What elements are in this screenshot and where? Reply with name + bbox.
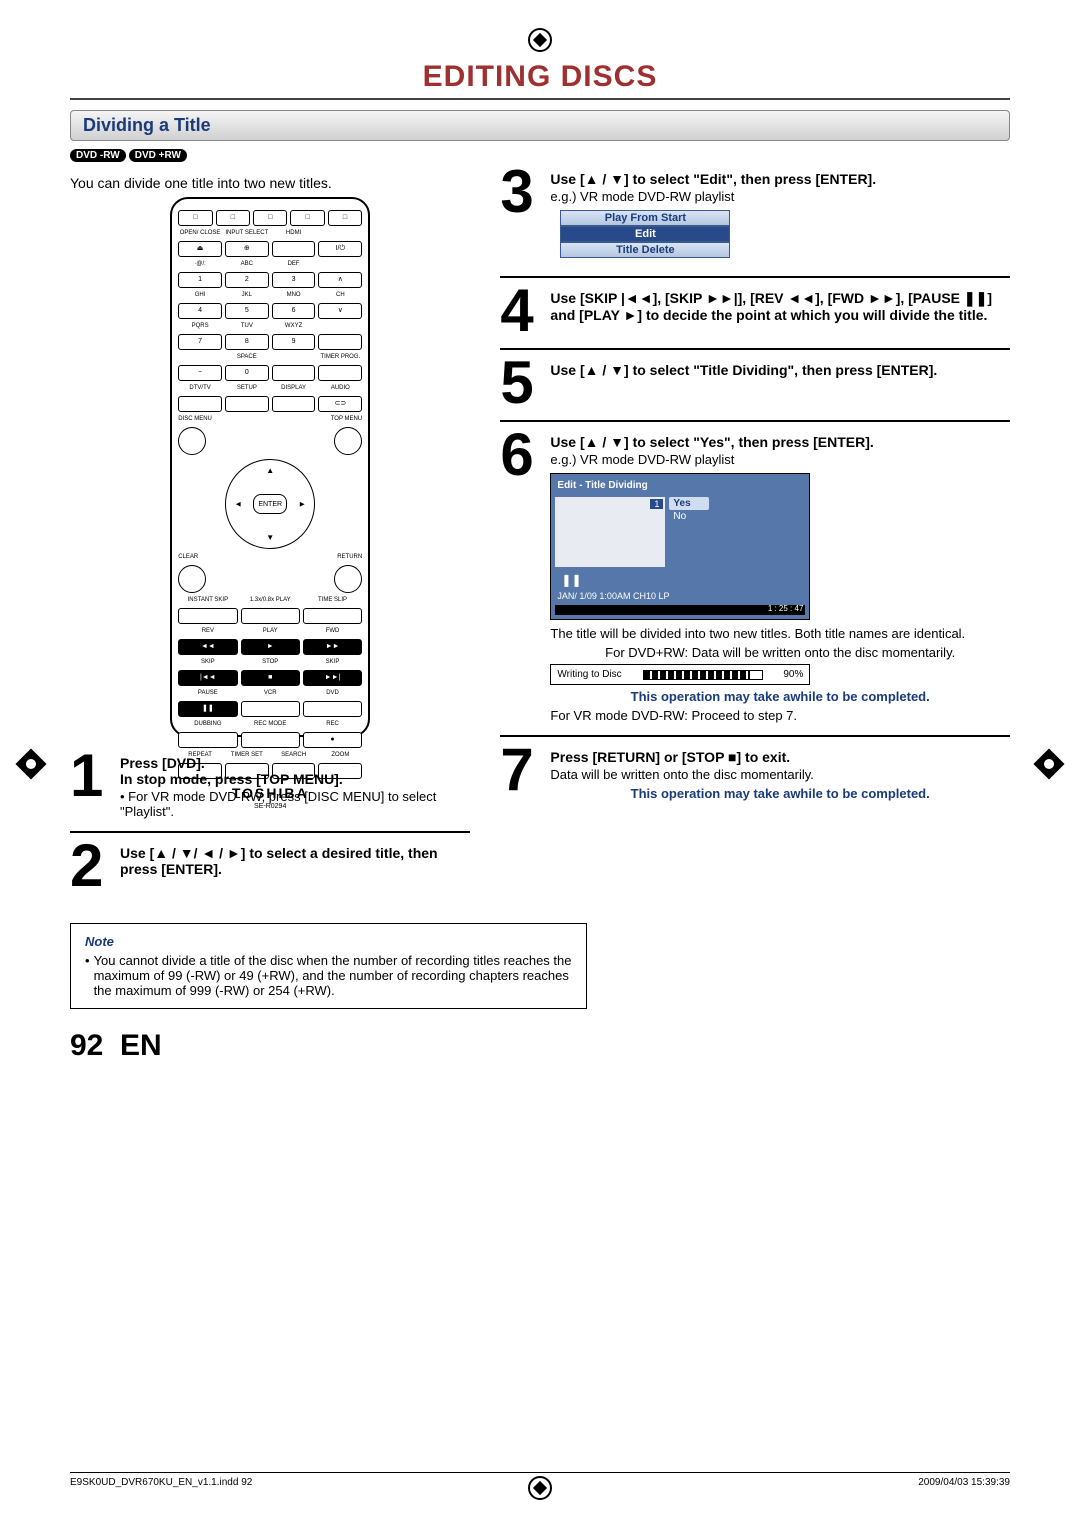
writing-pct: 90% — [783, 669, 803, 680]
right-column: 3 Use [▲ / ▼] to select "Edit", then pre… — [500, 167, 1010, 903]
step-7-sub: Data will be written onto the disc momen… — [550, 767, 1010, 782]
step-3-number: 3 — [500, 167, 540, 264]
step-1-line2: In stop mode, press [TOP MENU]. — [120, 771, 470, 787]
step-1-bullet: For VR mode DVD-RW, press [DISC MENU] to… — [120, 789, 470, 819]
intro-text: You can divide one title into two new ti… — [70, 175, 470, 191]
step-1-line1: Press [DVD]. — [120, 755, 470, 771]
remote-illustration: □□□□□ OPEN/ CLOSEINPUT SELECTHDMI ⏏⊕I/⏻ … — [170, 197, 370, 737]
note-title: Note — [85, 934, 572, 949]
note-box: Note • You cannot divide a title of the … — [70, 923, 587, 1009]
step-6-screen: Edit - Title Dividing 1 Yes No ❚❚ — [550, 473, 810, 620]
step-7-number: 7 — [500, 745, 540, 805]
screen-header: Edit - Title Dividing — [555, 478, 805, 493]
step-1-number: 1 — [70, 751, 110, 819]
footer-file: E9SK0UD_DVR670KU_EN_v1.1.indd 92 — [70, 1477, 252, 1488]
menu-play-from-start: Play From Start — [560, 210, 730, 226]
step-3-sub: e.g.) VR mode DVD-RW playlist — [550, 189, 1010, 204]
step-7: 7 Press [RETURN] or [STOP ■] to exit. Da… — [500, 745, 1010, 805]
dvd-badges: DVD -RW DVD +RW — [70, 149, 1010, 161]
thumb-number: 1 — [650, 499, 663, 509]
writing-box: Writing to Disc 90% — [550, 664, 810, 685]
step-6: 6 Use [▲ / ▼] to select "Yes", then pres… — [500, 430, 1010, 723]
page-number: 92 EN — [70, 1029, 1010, 1063]
step-divider — [500, 276, 1010, 278]
step-4: 4 Use [SKIP |◄◄], [SKIP ►►|], [REV ◄◄], … — [500, 286, 1010, 336]
opt-no: No — [669, 510, 805, 523]
step-2-line1: Use [▲ / ▼/ ◄ / ►] to select a desired t… — [120, 845, 470, 877]
screen-thumb: 1 — [555, 497, 665, 567]
step-6-sub: e.g.) VR mode DVD-RW playlist — [550, 452, 1010, 467]
opt-yes: Yes — [669, 497, 709, 510]
step-7-line1: Press [RETURN] or [STOP ■] to exit. — [550, 749, 1010, 765]
step-3-line1: Use [▲ / ▼] to select "Edit", then press… — [550, 171, 1010, 187]
step-divider — [500, 348, 1010, 350]
step-3: 3 Use [▲ / ▼] to select "Edit", then pre… — [500, 167, 1010, 264]
step-6-line1: Use [▲ / ▼] to select "Yes", then press … — [550, 434, 1010, 450]
step-7-callout: This operation may take awhile to be com… — [550, 786, 1010, 801]
menu-edit: Edit — [560, 226, 730, 242]
menu-title-delete: Title Delete — [560, 242, 730, 258]
step-6-after1: The title will be divided into two new t… — [550, 626, 1010, 641]
page-content: EDITING DISCS Dividing a Title DVD -RW D… — [0, 0, 1080, 1528]
step-4-number: 4 — [500, 286, 540, 336]
step-divider — [500, 420, 1010, 422]
step-2-number: 2 — [70, 841, 110, 891]
step-divider — [70, 831, 470, 833]
step-5-line1: Use [▲ / ▼] to select "Title Dividing", … — [550, 362, 1010, 378]
step-6-after3: For VR mode DVD-RW: Proceed to step 7. — [550, 708, 1010, 723]
writing-label: Writing to Disc — [557, 669, 621, 680]
step-5: 5 Use [▲ / ▼] to select "Title Dividing"… — [500, 358, 1010, 408]
step-divider — [500, 735, 1010, 737]
step-5-number: 5 — [500, 358, 540, 408]
screen-footer-left: JAN/ 1/09 1:00AM CH10 LP — [557, 591, 669, 601]
badge-2: DVD +RW — [129, 149, 187, 162]
note-bullet: • — [85, 953, 90, 998]
page-title: EDITING DISCS — [70, 60, 1010, 94]
step-4-line1: Use [SKIP |◄◄], [SKIP ►►|], [REV ◄◄], [F… — [550, 290, 1010, 323]
step-1: 1 Press [DVD]. In stop mode, press [TOP … — [70, 751, 470, 819]
step-6-after2: For DVD+RW: Data will be written onto th… — [550, 645, 1010, 660]
left-column: You can divide one title into two new ti… — [70, 167, 470, 903]
step-2: 2 Use [▲ / ▼/ ◄ / ►] to select a desired… — [70, 841, 470, 891]
step-3-menu: Play From Start Edit Title Delete — [560, 210, 730, 258]
step-6-callout: This operation may take awhile to be com… — [550, 689, 1010, 704]
footer-date: 2009/04/03 15:39:39 — [918, 1477, 1010, 1488]
note-body: You cannot divide a title of the disc wh… — [94, 953, 572, 998]
section-heading: Dividing a Title — [70, 110, 1010, 141]
badge-1: DVD -RW — [70, 149, 126, 162]
crop-mark-bottom — [528, 1476, 552, 1500]
writing-bar — [643, 670, 763, 680]
screen-time: 1 : 25 : 47 — [768, 604, 804, 613]
title-rule — [70, 98, 1010, 100]
step-6-number: 6 — [500, 430, 540, 723]
